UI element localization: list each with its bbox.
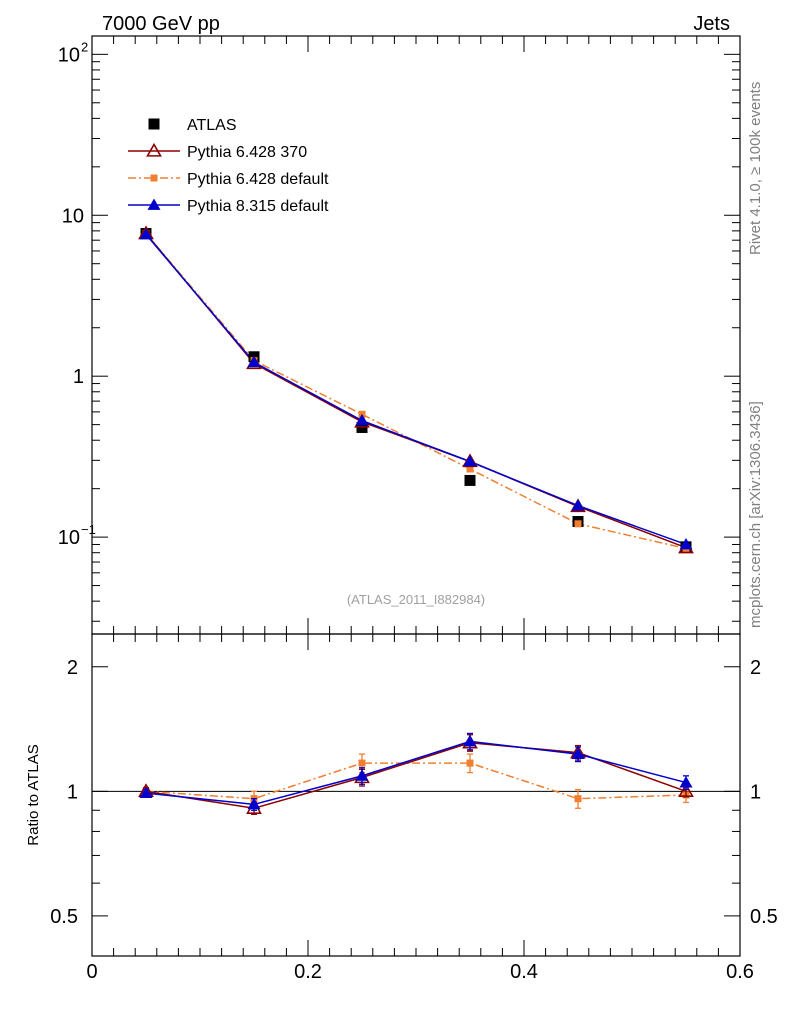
- main-y-tick-label: 10 2: [58, 39, 88, 66]
- p8def-ratio-line: [145, 740, 687, 806]
- p6def-ratio-line: [145, 762, 687, 800]
- pythia8-default-point: [355, 769, 369, 781]
- pythia6-default-point: [466, 759, 474, 767]
- analysis-label: (ATLAS_2011_I882984): [347, 592, 485, 607]
- legend-label-p370: Pythia 6.428 370: [187, 144, 307, 161]
- x-tick-label: 0: [86, 961, 97, 983]
- ratio-y-tick-label-right: 0.5: [750, 906, 778, 928]
- pythia6-default-point: [466, 465, 474, 473]
- pythia6-370-point: [678, 783, 694, 798]
- x-tick-labels: 0 0.2 0.4 0.6: [86, 961, 753, 983]
- energy-label: 7000 GeV pp: [102, 13, 220, 35]
- ratio-y-tick-label: 2: [67, 657, 78, 679]
- ratio-y-tick-label-right: 2: [750, 657, 761, 679]
- pythia8-default-point: [139, 786, 153, 799]
- pythia8-default-point: [147, 198, 161, 210]
- legend-entry-p8def: Pythia 8.315 default: [128, 198, 329, 215]
- rivet-label: Rivet 4.1.0, ≥ 100k events: [747, 82, 764, 255]
- x-tick-label: 0.4: [510, 961, 538, 983]
- legend-entry-p6def: Pythia 6.428 default: [128, 171, 329, 188]
- x-tick-label: 0.6: [726, 961, 754, 983]
- ratio-y-tick-label-right: 1: [750, 781, 761, 803]
- main-y-tick-label: 10: [62, 205, 84, 227]
- legend-entry-p370: Pythia 6.428 370: [128, 142, 307, 161]
- atlas-data-point: [148, 118, 160, 130]
- pythia8-default-point: [463, 734, 477, 747]
- legend-label-atlas: ATLAS: [187, 117, 237, 134]
- x-tick-label: 0.2: [294, 961, 322, 983]
- ratio-y-tick-label: 0.5: [50, 906, 78, 928]
- legend-entry-atlas: ATLAS: [148, 117, 237, 134]
- legend: ATLAS Pythia 6.428 370 Pythia 6.428 defaul…: [128, 117, 329, 215]
- pythia8-default-point: [571, 499, 585, 511]
- ratio-plot-frame: [91, 633, 741, 957]
- atlas-data-point: [464, 474, 476, 486]
- main-series-group: [138, 225, 694, 554]
- main-y-tick-base: 10: [58, 527, 80, 549]
- main-y-tick-value: 1: [73, 366, 84, 388]
- pythia6-default-point: [574, 520, 582, 528]
- legend-label-p6def: Pythia 6.428 default: [187, 171, 329, 188]
- pythia6-default-point: [150, 174, 158, 182]
- p8def-line: [145, 233, 687, 546]
- main-axis-ticks: [91, 36, 741, 634]
- main-y-tick-exponent: 2: [81, 39, 88, 54]
- ratio-series-group: [138, 732, 694, 815]
- ratio-y-tick-label: 1: [67, 781, 78, 803]
- pythia8-default-point: [679, 537, 693, 550]
- source-label: mcplots.cern.ch [arXiv:1306.3436]: [747, 401, 764, 628]
- category-label: Jets: [693, 13, 730, 35]
- ratio-y-axis-label: Ratio to ATLAS: [25, 744, 42, 845]
- pythia8-default-point: [571, 747, 585, 760]
- pythia8-default-point: [247, 797, 261, 810]
- pythia8-default-point: [679, 776, 693, 788]
- ratio-y-tick-labels: 0.5 0.5 1 1 2 2: [50, 657, 778, 928]
- pythia8-default-point: [355, 414, 369, 426]
- pythia6-370-point: [146, 142, 162, 157]
- pythia8-default-point: [247, 355, 261, 368]
- legend-label-p8def: Pythia 8.315 default: [187, 198, 329, 215]
- main-y-tick-value: 10: [62, 205, 84, 227]
- pythia8-default-point: [463, 455, 477, 467]
- pythia6-default-point: [358, 759, 366, 767]
- main-y-tick-base: 10: [58, 44, 80, 66]
- pythia8-default-point: [139, 227, 153, 240]
- main-y-tick-exponent: −1: [81, 522, 96, 537]
- pythia6-default-point: [574, 795, 582, 803]
- main-y-tick-label: 1: [73, 366, 84, 388]
